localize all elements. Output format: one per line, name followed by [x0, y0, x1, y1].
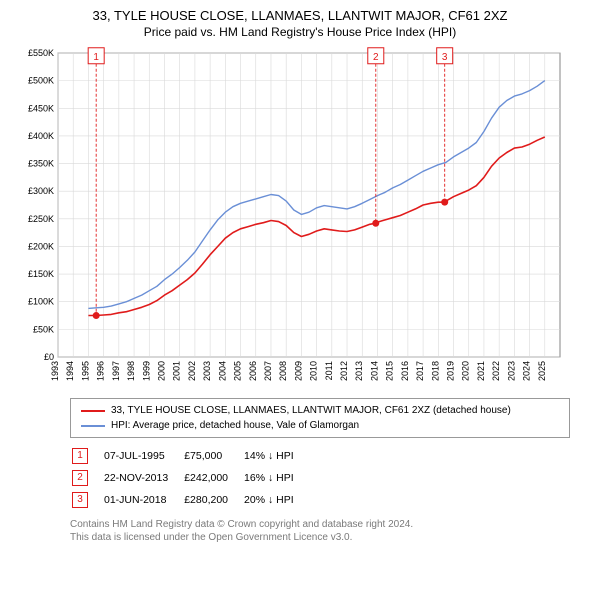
legend: 33, TYLE HOUSE CLOSE, LLANMAES, LLANTWIT…	[70, 398, 570, 438]
svg-text:2007: 2007	[263, 361, 273, 381]
marker-number-box: 1	[72, 448, 88, 464]
svg-text:£0: £0	[44, 352, 54, 362]
svg-text:2019: 2019	[446, 361, 456, 381]
chart-subtitle: Price paid vs. HM Land Registry's House …	[10, 25, 590, 39]
svg-text:£300K: £300K	[28, 186, 54, 196]
svg-text:2011: 2011	[324, 361, 334, 380]
legend-swatch	[81, 410, 105, 412]
marker-price: £75,000	[184, 446, 242, 466]
svg-text:2009: 2009	[293, 361, 303, 381]
svg-text:2001: 2001	[172, 361, 182, 381]
marker-date: 22-NOV-2013	[104, 468, 182, 488]
svg-text:2003: 2003	[202, 361, 212, 381]
svg-text:2008: 2008	[278, 361, 288, 381]
svg-text:2024: 2024	[522, 361, 532, 381]
svg-text:2015: 2015	[385, 361, 395, 381]
svg-text:1996: 1996	[96, 361, 106, 381]
marker-row: 2 22-NOV-2013£242,00016% ↓ HPI	[72, 468, 308, 488]
marker-price: £280,200	[184, 490, 242, 510]
marker-diff: 14% ↓ HPI	[244, 446, 308, 466]
legend-item: 33, TYLE HOUSE CLOSE, LLANMAES, LLANTWIT…	[81, 403, 559, 418]
svg-text:2: 2	[373, 52, 379, 63]
svg-text:£400K: £400K	[28, 131, 54, 141]
svg-text:1997: 1997	[111, 361, 121, 381]
svg-text:£100K: £100K	[28, 297, 54, 307]
svg-text:2006: 2006	[248, 361, 258, 381]
svg-text:1994: 1994	[65, 361, 75, 381]
svg-text:1995: 1995	[80, 361, 90, 381]
svg-text:2020: 2020	[461, 361, 471, 381]
legend-swatch	[81, 425, 105, 427]
svg-text:2004: 2004	[217, 361, 227, 381]
marker-date: 01-JUN-2018	[104, 490, 182, 510]
svg-text:2023: 2023	[506, 361, 516, 381]
svg-text:2017: 2017	[415, 361, 425, 381]
svg-text:£150K: £150K	[28, 269, 54, 279]
marker-row: 3 01-JUN-2018£280,20020% ↓ HPI	[72, 490, 308, 510]
svg-text:£250K: £250K	[28, 214, 54, 224]
svg-text:2010: 2010	[309, 361, 319, 381]
marker-price: £242,000	[184, 468, 242, 488]
legend-item: HPI: Average price, detached house, Vale…	[81, 418, 559, 433]
marker-table: 1 07-JUL-1995£75,00014% ↓ HPI 2 22-NOV-2013…	[70, 444, 310, 512]
legend-label: HPI: Average price, detached house, Vale…	[111, 418, 359, 433]
svg-text:2005: 2005	[233, 361, 243, 381]
svg-text:2002: 2002	[187, 361, 197, 381]
svg-text:2018: 2018	[430, 361, 440, 381]
svg-text:2000: 2000	[156, 361, 166, 381]
svg-text:£50K: £50K	[33, 324, 54, 334]
svg-text:£500K: £500K	[28, 76, 54, 86]
svg-text:2014: 2014	[369, 361, 379, 381]
footer-line1: Contains HM Land Registry data © Crown c…	[70, 519, 413, 530]
svg-text:1999: 1999	[141, 361, 151, 381]
svg-text:£350K: £350K	[28, 159, 54, 169]
marker-date: 07-JUL-1995	[104, 446, 182, 466]
svg-text:2012: 2012	[339, 361, 349, 381]
svg-text:2021: 2021	[476, 361, 486, 381]
marker-number-box: 2	[72, 470, 88, 486]
svg-text:£550K: £550K	[28, 48, 54, 58]
svg-text:2022: 2022	[491, 361, 501, 381]
marker-number-box: 3	[72, 492, 88, 508]
footer-line2: This data is licensed under the Open Gov…	[70, 532, 352, 543]
svg-text:£450K: £450K	[28, 103, 54, 113]
svg-text:1998: 1998	[126, 361, 136, 381]
svg-text:2013: 2013	[354, 361, 364, 381]
footer-attribution: Contains HM Land Registry data © Crown c…	[70, 518, 570, 544]
chart-title: 33, TYLE HOUSE CLOSE, LLANMAES, LLANTWIT…	[10, 8, 590, 23]
legend-label: 33, TYLE HOUSE CLOSE, LLANMAES, LLANTWIT…	[111, 403, 511, 418]
svg-text:2016: 2016	[400, 361, 410, 381]
svg-text:1993: 1993	[50, 361, 60, 381]
marker-diff: 16% ↓ HPI	[244, 468, 308, 488]
chart-area: £0 £50K £100K £150K £200K £250K £300K £350K £400…	[10, 47, 590, 392]
svg-text:3: 3	[442, 52, 448, 63]
marker-row: 1 07-JUL-1995£75,00014% ↓ HPI	[72, 446, 308, 466]
svg-text:1: 1	[93, 52, 99, 63]
line-chart: £0 £50K £100K £150K £200K £250K £300K £350K £400…	[10, 47, 570, 387]
svg-text:2025: 2025	[537, 361, 547, 381]
svg-text:£200K: £200K	[28, 241, 54, 251]
marker-diff: 20% ↓ HPI	[244, 490, 308, 510]
